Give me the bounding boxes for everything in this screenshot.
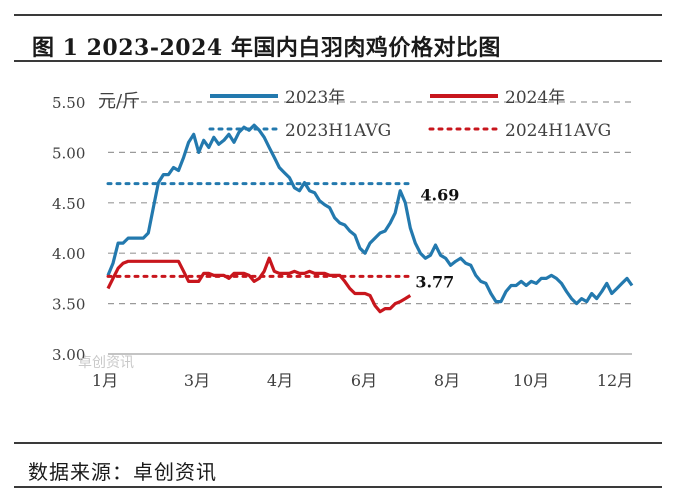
x-tick-label: 1月: [92, 371, 118, 390]
series-line-2024年: [106, 256, 412, 314]
x-tick-label: 4月: [267, 371, 293, 390]
source-note: 数据来源：卓创资讯: [28, 460, 217, 484]
x-tick-label: 10月: [513, 371, 549, 390]
legend-label: 2024年: [505, 88, 565, 108]
data-label: 4.69: [420, 186, 459, 205]
legend-label: 2023H1AVG: [285, 121, 391, 141]
line-chart: 3.00 3.50 4.00 4.50 5.00 5.50 1月 3月 4月 6月 8月 10月 12月…: [52, 88, 634, 390]
watermark: 卓创资讯: [78, 355, 134, 371]
x-tick-label: 3月: [184, 371, 210, 390]
x-tick-label: 6月: [351, 371, 377, 390]
y-axis-unit: 元/斤: [98, 91, 140, 112]
y-tick-label: 3.00: [52, 346, 85, 364]
series-line-2023年: [106, 123, 634, 306]
footer-rule: [14, 486, 662, 488]
data-label: 3.77: [415, 272, 454, 291]
title-rule: [14, 60, 662, 62]
legend-label: 2023年: [285, 88, 345, 108]
chart-title: 图 1 2023-2024 年国内白羽肉鸡价格对比图: [32, 35, 501, 61]
x-tick-label: 12月: [597, 371, 633, 390]
y-tick-label: 4.50: [52, 195, 85, 213]
y-tick-label: 4.00: [52, 245, 85, 263]
y-tick-label: 5.00: [52, 144, 85, 162]
top-rule: [14, 14, 662, 16]
x-tick-label: 8月: [434, 371, 460, 390]
bottom-rule: [14, 442, 662, 444]
legend-label: 2024H1AVG: [505, 121, 611, 141]
y-tick-label: 5.50: [52, 94, 85, 112]
y-tick-label: 3.50: [52, 296, 85, 314]
